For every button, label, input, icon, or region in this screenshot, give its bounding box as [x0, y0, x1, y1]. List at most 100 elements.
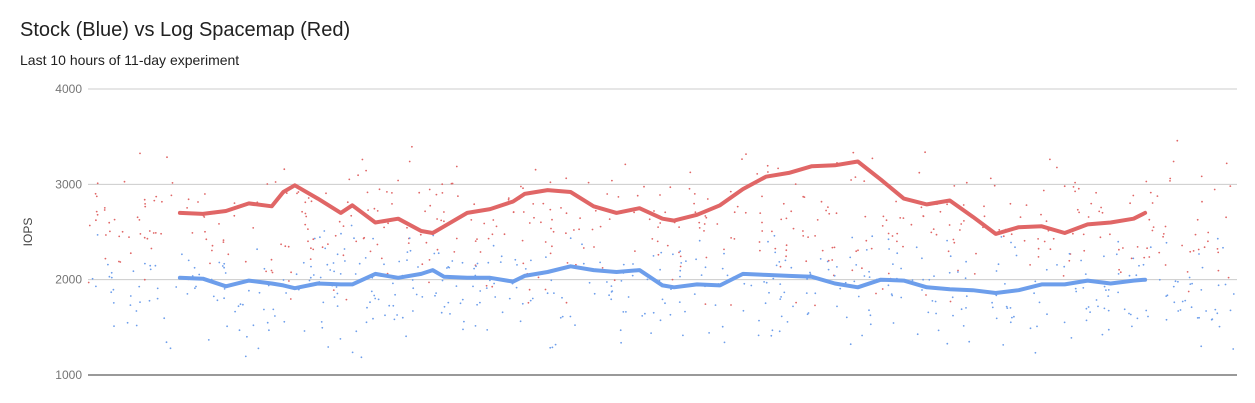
- data-point: [207, 339, 210, 341]
- data-point: [983, 215, 986, 218]
- data-point: [545, 256, 547, 258]
- data-point: [1187, 290, 1190, 293]
- data-point: [863, 180, 866, 183]
- data-point: [313, 237, 316, 240]
- data-point: [118, 260, 120, 263]
- data-point: [828, 212, 831, 215]
- data-point: [551, 218, 553, 221]
- data-point: [295, 273, 298, 276]
- data-point: [195, 285, 197, 288]
- data-point: [148, 299, 151, 302]
- data-point: [679, 269, 682, 272]
- data-point: [370, 290, 373, 293]
- data-point: [479, 251, 482, 253]
- data-point: [682, 334, 684, 337]
- data-point: [839, 287, 842, 290]
- data-point: [1119, 271, 1122, 274]
- data-point: [736, 205, 739, 208]
- data-point: [705, 216, 708, 219]
- data-point: [218, 261, 221, 264]
- data-point: [551, 245, 553, 248]
- data-point: [902, 245, 904, 248]
- data-point: [161, 200, 163, 203]
- data-point: [449, 313, 451, 315]
- series-trend-line: [177, 159, 1148, 236]
- data-point: [363, 236, 366, 239]
- data-point: [544, 288, 547, 291]
- data-point: [552, 230, 555, 233]
- data-point: [678, 251, 680, 254]
- data-point: [599, 261, 601, 264]
- data-point: [432, 234, 435, 237]
- data-point: [455, 285, 458, 287]
- data-point: [716, 223, 719, 225]
- data-point: [103, 207, 106, 209]
- data-point: [1227, 276, 1230, 279]
- data-point: [920, 206, 923, 209]
- data-point: [995, 270, 998, 272]
- data-point: [398, 260, 401, 263]
- data-point: [474, 325, 477, 327]
- data-point: [393, 318, 396, 321]
- data-point: [1107, 328, 1110, 331]
- data-point: [542, 202, 545, 205]
- data-point: [861, 334, 863, 337]
- data-point: [1038, 301, 1041, 304]
- data-point: [266, 321, 269, 324]
- data-point: [1174, 280, 1177, 283]
- data-point: [659, 222, 662, 224]
- data-point: [1109, 233, 1111, 236]
- data-point: [1095, 191, 1097, 194]
- data-point: [95, 285, 97, 288]
- data-point: [869, 314, 872, 317]
- data-point: [935, 312, 937, 315]
- data-point: [289, 298, 292, 300]
- data-point: [1165, 241, 1168, 244]
- data-point: [1207, 231, 1210, 234]
- data-point: [332, 289, 335, 291]
- data-point: [333, 270, 335, 273]
- data-point: [694, 211, 697, 214]
- data-point: [353, 237, 355, 240]
- data-point: [1151, 229, 1154, 232]
- data-point: [350, 214, 353, 217]
- data-point: [457, 195, 459, 198]
- data-point: [296, 192, 298, 195]
- data-point: [108, 275, 111, 278]
- data-point: [561, 296, 563, 299]
- data-point: [396, 314, 398, 316]
- data-point: [960, 308, 963, 311]
- data-point: [373, 294, 376, 297]
- data-point: [664, 211, 667, 214]
- data-point: [723, 252, 725, 255]
- data-point: [887, 272, 890, 275]
- data-point: [1063, 265, 1066, 268]
- data-point: [1042, 189, 1045, 192]
- data-point: [587, 181, 590, 184]
- data-point: [113, 218, 116, 221]
- data-point: [95, 210, 98, 213]
- data-point: [1009, 307, 1012, 309]
- data-point: [434, 294, 436, 297]
- data-point: [759, 249, 761, 252]
- data-point: [1072, 232, 1074, 235]
- data-point: [946, 342, 949, 345]
- data-point: [171, 182, 174, 184]
- data-point: [1224, 283, 1227, 286]
- data-point: [771, 329, 774, 332]
- data-point: [485, 287, 488, 289]
- data-point: [957, 269, 959, 272]
- data-point: [852, 151, 855, 154]
- data-point: [437, 252, 440, 255]
- data-point: [425, 241, 428, 244]
- data-point: [461, 298, 464, 301]
- data-point: [321, 246, 324, 249]
- data-point: [1056, 166, 1058, 169]
- data-point: [636, 194, 639, 197]
- data-point: [1162, 235, 1164, 238]
- data-point: [487, 237, 490, 240]
- data-point: [310, 265, 312, 268]
- data-point: [698, 221, 701, 224]
- data-point: [1225, 216, 1227, 219]
- data-point: [549, 181, 552, 184]
